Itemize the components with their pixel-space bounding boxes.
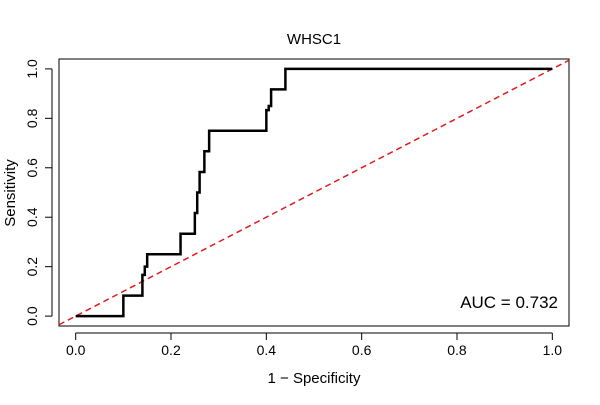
x-tick-label: 0.0 <box>66 342 86 358</box>
y-tick-label: 0.8 <box>24 108 40 128</box>
series-layer <box>58 59 570 326</box>
reference-diagonal-line <box>58 59 570 326</box>
plot-frame <box>58 58 570 327</box>
x-axis-label: 1 − Specificity <box>268 370 361 387</box>
y-tick-label: 1.0 <box>24 59 40 79</box>
x-tick-label: 1.0 <box>543 342 563 358</box>
x-tick-label: 0.4 <box>257 342 277 358</box>
chart-title: WHSC1 <box>287 31 341 48</box>
y-tick-label: 0.0 <box>24 306 40 326</box>
y-axis-label: Sensitivity <box>2 159 19 227</box>
x-tick-label: 0.6 <box>352 342 372 358</box>
y-tick-label: 0.2 <box>24 257 40 277</box>
y-axis: 0.0 0.2 0.4 0.6 0.8 1.0 <box>24 59 53 326</box>
x-tick-label: 0.2 <box>161 342 181 358</box>
y-tick-label: 0.4 <box>24 207 40 227</box>
y-tick-label: 0.6 <box>24 158 40 178</box>
x-axis: 0.0 0.2 0.4 0.6 0.8 1.0 <box>66 332 563 358</box>
x-tick-label: 0.8 <box>447 342 467 358</box>
roc-curve-line <box>75 67 553 318</box>
auc-annotation: AUC = 0.732 <box>460 293 558 312</box>
